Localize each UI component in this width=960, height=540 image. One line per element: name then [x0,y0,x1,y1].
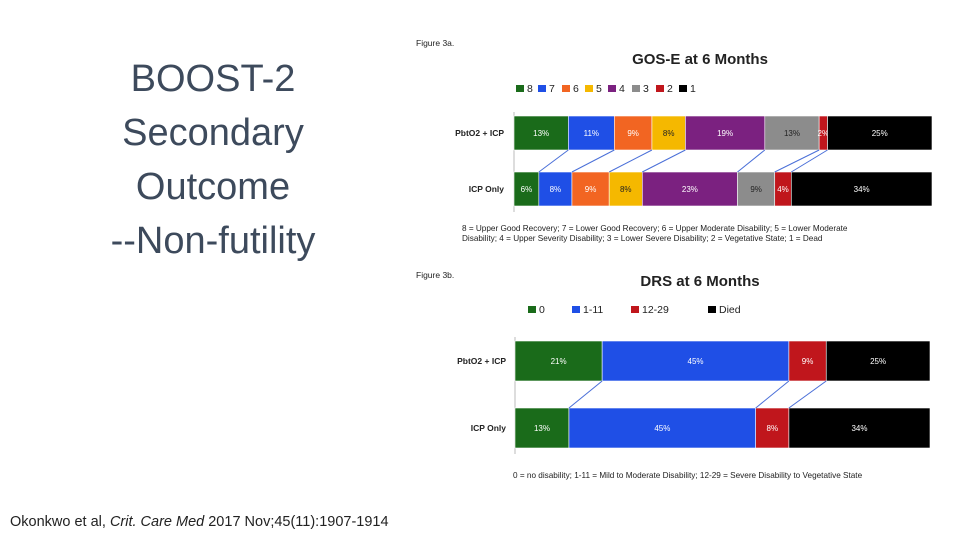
data-label: 11% [584,129,599,138]
footnote-line: Disability; 4 = Upper Severity Disabilit… [462,234,823,243]
bar-segment [764,115,820,151]
connector-line [608,149,653,173]
category-label: ICP Only [469,184,505,194]
bar-segment [788,340,827,382]
slide-title: BOOST-2 Secondary Outcome --Non-futility [85,52,341,268]
legend-label: 4 [619,83,625,95]
connector-line [568,380,603,409]
legend-label: 1-11 [583,304,603,316]
data-label: 45% [654,424,670,433]
connector-line [788,380,827,409]
legend-label: 12-29 [642,304,669,316]
legend-swatch [608,85,616,92]
legend-swatch [679,85,687,92]
legend-swatch [585,85,593,92]
legend-swatch [538,85,546,92]
legend-swatch [631,306,639,313]
legend-swatch [562,85,570,92]
slide-title-line: Outcome [135,166,291,208]
legend-swatch [572,306,580,313]
bar-segment [608,171,643,207]
slide-title-line: Secondary [122,112,304,154]
connector-line [538,149,569,173]
bar-segment [568,115,615,151]
bar-segment [514,340,603,382]
footnote-line: 0 = no disability; 1-11 = Mild to Modera… [513,471,863,480]
data-label: 21% [551,357,567,366]
bar-segment [788,407,931,449]
data-label: 13% [533,129,549,138]
legend-label: 1 [690,83,696,95]
data-label: 13% [534,424,550,433]
data-label: 34% [854,185,870,194]
data-label: 25% [872,129,888,138]
legend-label: 0 [539,304,545,316]
data-label: 2% [818,129,830,138]
legend-swatch [656,85,664,92]
bar-segment [601,340,790,382]
data-label: 9% [750,185,762,194]
chart-title: GOS-E at 6 Months [632,51,768,68]
figure-label: Figure 3a. [416,38,454,48]
category-label: PbtO2 + ICP [455,128,504,138]
legend-label: 8 [527,83,533,95]
bar-segment [538,171,573,207]
slide-title-line: --Non-futility [110,220,316,262]
connector-line [774,149,820,173]
stacked-bar-charts: Figure 3a. GOS-E at 6 Months 8 7 6 5 4 3 2 1 PbtO2… [416,38,933,480]
bar-segment [755,407,790,449]
chart-title: DRS at 6 Months [640,273,759,290]
data-label: 25% [870,357,886,366]
figure-panel: Figure 3a. GOS-E at 6 Months 8 7 6 5 4 3 2 1 PbtO2… [400,30,950,495]
bar-segment [825,340,931,382]
citation-details: 2017 Nov;45(11):1907-1914 [204,514,389,530]
legend-swatch [528,306,536,313]
data-label: 13% [784,129,800,138]
legend-label: 2 [667,83,673,95]
legend-label: 6 [573,83,579,95]
connector-line [755,380,790,409]
data-label: 9% [585,185,597,194]
data-label: 34% [851,424,867,433]
legend-label: Died [719,304,741,316]
bar-segment [737,171,776,207]
legend-label: 5 [596,83,602,95]
footnote-line: 8 = Upper Good Recovery; 7 = Lower Good … [462,224,848,233]
connector-line [642,149,686,173]
bar-segment [790,171,933,207]
legend-label: 7 [549,83,555,95]
data-label: 19% [717,129,733,138]
data-label: 8% [767,424,779,433]
data-label: 45% [688,357,704,366]
category-label: ICP Only [471,423,507,433]
legend-swatch [632,85,640,92]
bar-segment [513,171,540,207]
bar-segment [827,115,933,151]
data-label: 23% [682,185,698,194]
citation: Okonkwo et al, Crit. Care Med 2017 Nov;4… [10,514,389,530]
connector-line [791,149,828,173]
data-label: 8% [663,129,675,138]
bar-segment [641,171,738,207]
legend-swatch [708,306,716,313]
citation-authors: Okonkwo et al, [10,514,110,530]
data-label: 8% [550,185,562,194]
connector-line [737,149,766,173]
bar-segment [571,171,610,207]
figure-label: Figure 3b. [416,270,454,280]
connector-line [571,149,615,173]
legend-label: 3 [643,83,649,95]
category-label: PbtO2 + ICP [457,356,506,366]
citation-journal: Crit. Care Med [109,514,205,530]
slide-title-line: BOOST-2 [130,58,296,100]
data-label: 9% [627,129,639,138]
bar-segment [614,115,653,151]
data-label: 9% [802,357,814,366]
data-label: 6% [521,185,533,194]
data-label: 4% [777,185,789,194]
bar-segment [514,407,570,449]
data-label: 8% [620,185,632,194]
legend-swatch [516,85,524,92]
